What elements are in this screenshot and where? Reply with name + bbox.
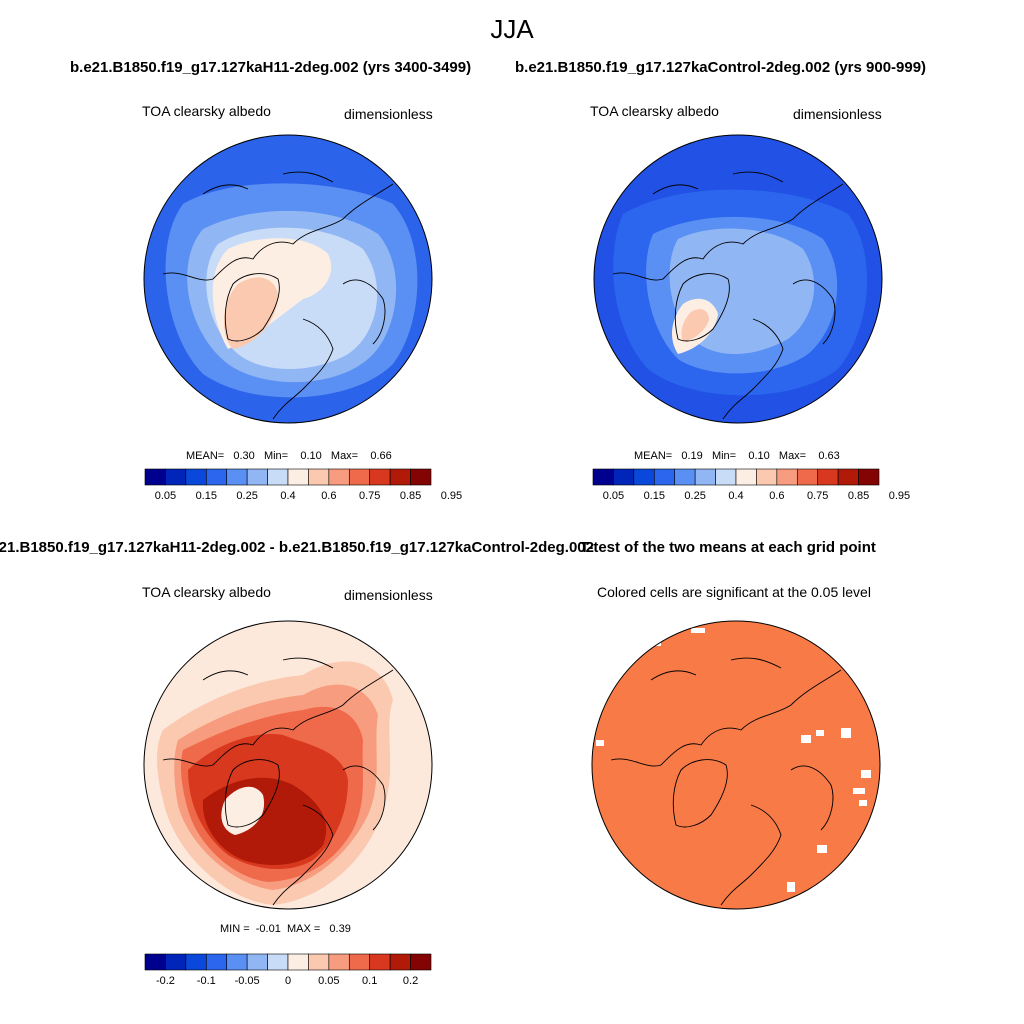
panel2-colorbar-box	[633, 468, 655, 486]
panel3-difference-map	[143, 620, 433, 910]
panel3-colorbar-tick-label: -0.2	[155, 975, 175, 987]
panel1-colorbar-tick-label: 0.6	[321, 490, 337, 502]
panel1-colorbar-tick-label: 0.25	[236, 490, 258, 502]
panel2-colorbar-box	[776, 468, 798, 486]
panel4-significance-map	[591, 620, 881, 910]
panel2-colorbar	[592, 468, 880, 486]
panel2-colorbar-box	[817, 468, 839, 486]
panel2-colorbar-box	[592, 468, 614, 486]
panel2-colorbar-box	[613, 468, 635, 486]
difference-title-text: b.e21.B1850.f19_g17.127kaH11-2deg.002 - …	[0, 539, 594, 556]
panel3-colorbar-box	[348, 953, 371, 971]
panel1-colorbar-tick-label: 0.15	[195, 490, 217, 502]
panel1-colorbar-tick-label: 0.4	[280, 490, 296, 502]
panel2-colorbar-box	[694, 468, 716, 486]
panel1-colorbar-tick-label: 0.75	[358, 490, 381, 502]
panel3-colorbar-box	[369, 953, 391, 971]
ttest-title-text: T-test of the two means at each grid poi…	[580, 539, 876, 556]
season-title: JJA	[490, 14, 534, 44]
panel3-colorbar-tick-label: -0.1	[196, 975, 216, 987]
panel2-colorbar-tick-label: 0.95	[888, 490, 911, 502]
left-run-title: b.e21.B1850.f19_g17.127kaH11-2deg.002 (y…	[70, 59, 472, 76]
panel3-variable-label: TOA clearsky albedo	[142, 584, 271, 600]
panel1-colorbar-tick-label: 0.85	[399, 490, 422, 502]
panel1-colorbar-box	[226, 468, 248, 486]
panel1-variable-label: TOA clearsky albedo	[142, 103, 271, 119]
panel1-stats: MEAN= 0.30 Min= 0.10 Max= 0.66	[186, 450, 392, 462]
panel2-colorbar-tick-label: 0.05	[602, 490, 625, 502]
panel1-colorbar-tick-label: 0.95	[440, 490, 463, 502]
panel3-colorbar-box	[267, 953, 289, 971]
panel2-colorbar-box	[715, 468, 737, 486]
panel3-colorbar-box	[226, 953, 248, 971]
panel1-colorbar-box	[287, 468, 309, 486]
panel2-colorbar-box	[756, 468, 778, 486]
panel1-colorbar-box	[165, 468, 187, 486]
panel1-colorbar-box	[328, 468, 350, 486]
panel1-colorbar-box	[369, 468, 391, 486]
panel3-colorbar-tick-label: 0.05	[318, 975, 340, 987]
panel1-colorbar-box	[144, 468, 166, 486]
panel4-coastlines	[610, 657, 842, 906]
panel1-colorbar-box	[267, 468, 289, 486]
difference-title: b.e21.B1850.f19_g17.127kaH11-2deg.002 - …	[0, 539, 1024, 559]
panel3-colorbar-box	[287, 953, 309, 971]
panel3-colorbar-tick-label: 0	[284, 975, 292, 987]
panel2-units-label: dimensionless	[793, 106, 882, 122]
panel1-colorbar-box	[348, 468, 371, 486]
panel1-colorbar	[144, 468, 432, 486]
panel2-colorbar-box	[837, 468, 859, 486]
panel3-colorbar-tick-label: 0.2	[402, 975, 419, 987]
panel3-colorbar-tick-label: -0.05	[234, 975, 260, 987]
panel3-colorbar	[144, 953, 432, 971]
panel3-greenland-pale	[221, 786, 265, 835]
panel4-significant-fill	[592, 621, 880, 909]
panel1-polar-map	[143, 134, 433, 424]
panel3-colorbar-box	[205, 953, 228, 971]
panel2-variable-label: TOA clearsky albedo	[590, 103, 719, 119]
panel3-colorbar-box	[165, 953, 187, 971]
panel1-colorbar-box	[308, 468, 330, 486]
panel1-greenland	[223, 277, 278, 349]
panel2-colorbar-box	[674, 468, 696, 486]
panel2-colorbar-tick-label: 0.15	[643, 490, 665, 502]
panel3-colorbar-box	[246, 953, 268, 971]
panel2-colorbar-tick-label: 0.75	[806, 490, 829, 502]
panel3-colorbar-box	[328, 953, 350, 971]
panel2-colorbar-tick-label: 0.85	[847, 490, 870, 502]
panel3-colorbar-box	[308, 953, 330, 971]
panel3-colorbar-box	[389, 953, 411, 971]
panel2-colorbar-box	[858, 468, 880, 486]
panel2-colorbar-tick-label: 0.6	[769, 490, 785, 502]
panel1-colorbar-box	[410, 468, 432, 486]
panel3-colorbar-tick-label: 0.1	[362, 975, 378, 987]
panel3-stats: MIN = -0.01 MAX = 0.39	[220, 923, 351, 935]
panel2-colorbar-box	[653, 468, 676, 486]
panel2-colorbar-box	[735, 468, 757, 486]
panel1-colorbar-box	[246, 468, 268, 486]
panel4-subtitle: Colored cells are significant at the 0.0…	[597, 584, 871, 600]
panel3-coastlines	[162, 657, 394, 906]
panel1-colorbar-box	[205, 468, 228, 486]
panel1-colorbar-box	[185, 468, 207, 486]
panel2-stats: MEAN= 0.19 Min= 0.10 Max= 0.63	[634, 450, 840, 462]
panel1-coastlines	[162, 171, 394, 420]
panel1-units-label: dimensionless	[344, 106, 433, 122]
panel2-colorbar-box	[796, 468, 819, 486]
panel1-colorbar-box	[389, 468, 411, 486]
panel3-units-label: dimensionless	[344, 587, 433, 603]
panel3-colorbar-box	[144, 953, 166, 971]
panel1-colorbar-tick-label: 0.05	[154, 490, 177, 502]
panel2-colorbar-tick-label: 0.25	[684, 490, 706, 502]
panel2-polar-map	[593, 134, 883, 424]
panel2-coastlines	[612, 171, 844, 420]
panel2-greenland-core	[681, 309, 709, 342]
right-run-title: b.e21.B1850.f19_g17.127kaControl-2deg.00…	[515, 59, 927, 76]
panel2-colorbar-tick-label: 0.4	[728, 490, 744, 502]
panel3-colorbar-box	[185, 953, 207, 971]
panel3-colorbar-box	[410, 953, 432, 971]
